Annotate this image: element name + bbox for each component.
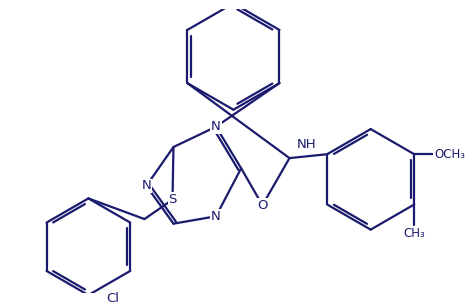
Text: OCH₃: OCH₃ xyxy=(434,148,465,161)
Text: N: N xyxy=(211,210,221,223)
Text: Cl: Cl xyxy=(107,292,120,305)
Text: N: N xyxy=(142,179,151,192)
Text: NH: NH xyxy=(297,138,317,151)
Text: S: S xyxy=(168,193,177,206)
Text: O: O xyxy=(257,199,268,212)
Text: N: N xyxy=(211,120,221,133)
Text: CH₃: CH₃ xyxy=(403,227,425,240)
